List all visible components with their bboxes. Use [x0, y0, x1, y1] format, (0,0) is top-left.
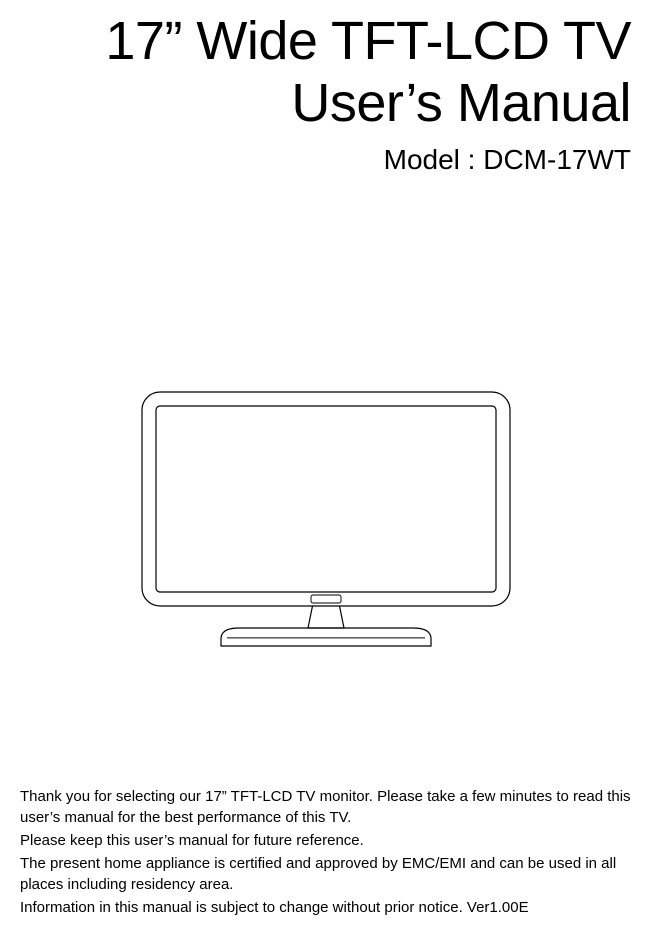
- title-block: 17” Wide TFT-LCD TV User’s Manual Model …: [20, 10, 631, 176]
- intro-p1: Thank you for selecting our 17” TFT-LCD …: [20, 786, 631, 828]
- intro-p4: Information in this manual is subject to…: [20, 897, 631, 918]
- intro-p2: Please keep this user’s manual for futur…: [20, 830, 631, 851]
- manual-cover-page: 17” Wide TFT-LCD TV User’s Manual Model …: [0, 0, 651, 940]
- tv-illustration: [141, 391, 511, 651]
- intro-paragraphs: Thank you for selecting our 17” TFT-LCD …: [20, 786, 631, 920]
- title-line-1: 17” Wide TFT-LCD TV: [20, 10, 631, 72]
- model-label: Model : DCM-17WT: [20, 144, 631, 176]
- intro-p3: The present home appliance is certified …: [20, 853, 631, 895]
- title-line-2: User’s Manual: [20, 72, 631, 134]
- product-figure: [20, 316, 631, 726]
